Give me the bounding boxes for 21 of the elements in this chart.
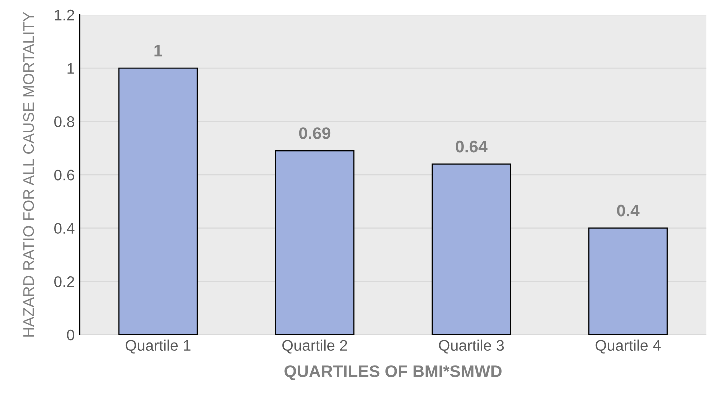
x-axis-title: QUARTILES OF BMI*SMWD (284, 366, 502, 381)
y-tick-label: 1.2 (55, 10, 74, 21)
y-tick-label: 0.4 (54, 223, 75, 234)
y-tick-label: 0.6 (54, 170, 74, 181)
data-label: 1 (154, 45, 162, 57)
y-tick-label: 0 (67, 330, 75, 341)
data-label: 0.64 (456, 140, 488, 153)
data-label: 0.4 (617, 204, 640, 217)
x-tick-label: Quartile 2 (282, 340, 348, 354)
bar (275, 150, 355, 335)
y-tick-label: 1 (68, 63, 74, 74)
x-tick-label: Quartile 3 (439, 340, 504, 354)
x-tick-label: Quartile 1 (126, 340, 191, 354)
bar (118, 68, 198, 335)
bar (432, 164, 512, 335)
bar (588, 228, 668, 335)
y-tick-label: 0.2 (54, 276, 74, 288)
x-tick-label: Quartile 4 (596, 340, 661, 354)
y-axis-title: HAZARD RATIO FOR ALL CAUSE MORTALITY (23, 12, 34, 337)
data-label: 0.69 (299, 128, 331, 140)
y-tick-label: 0.8 (54, 116, 74, 128)
